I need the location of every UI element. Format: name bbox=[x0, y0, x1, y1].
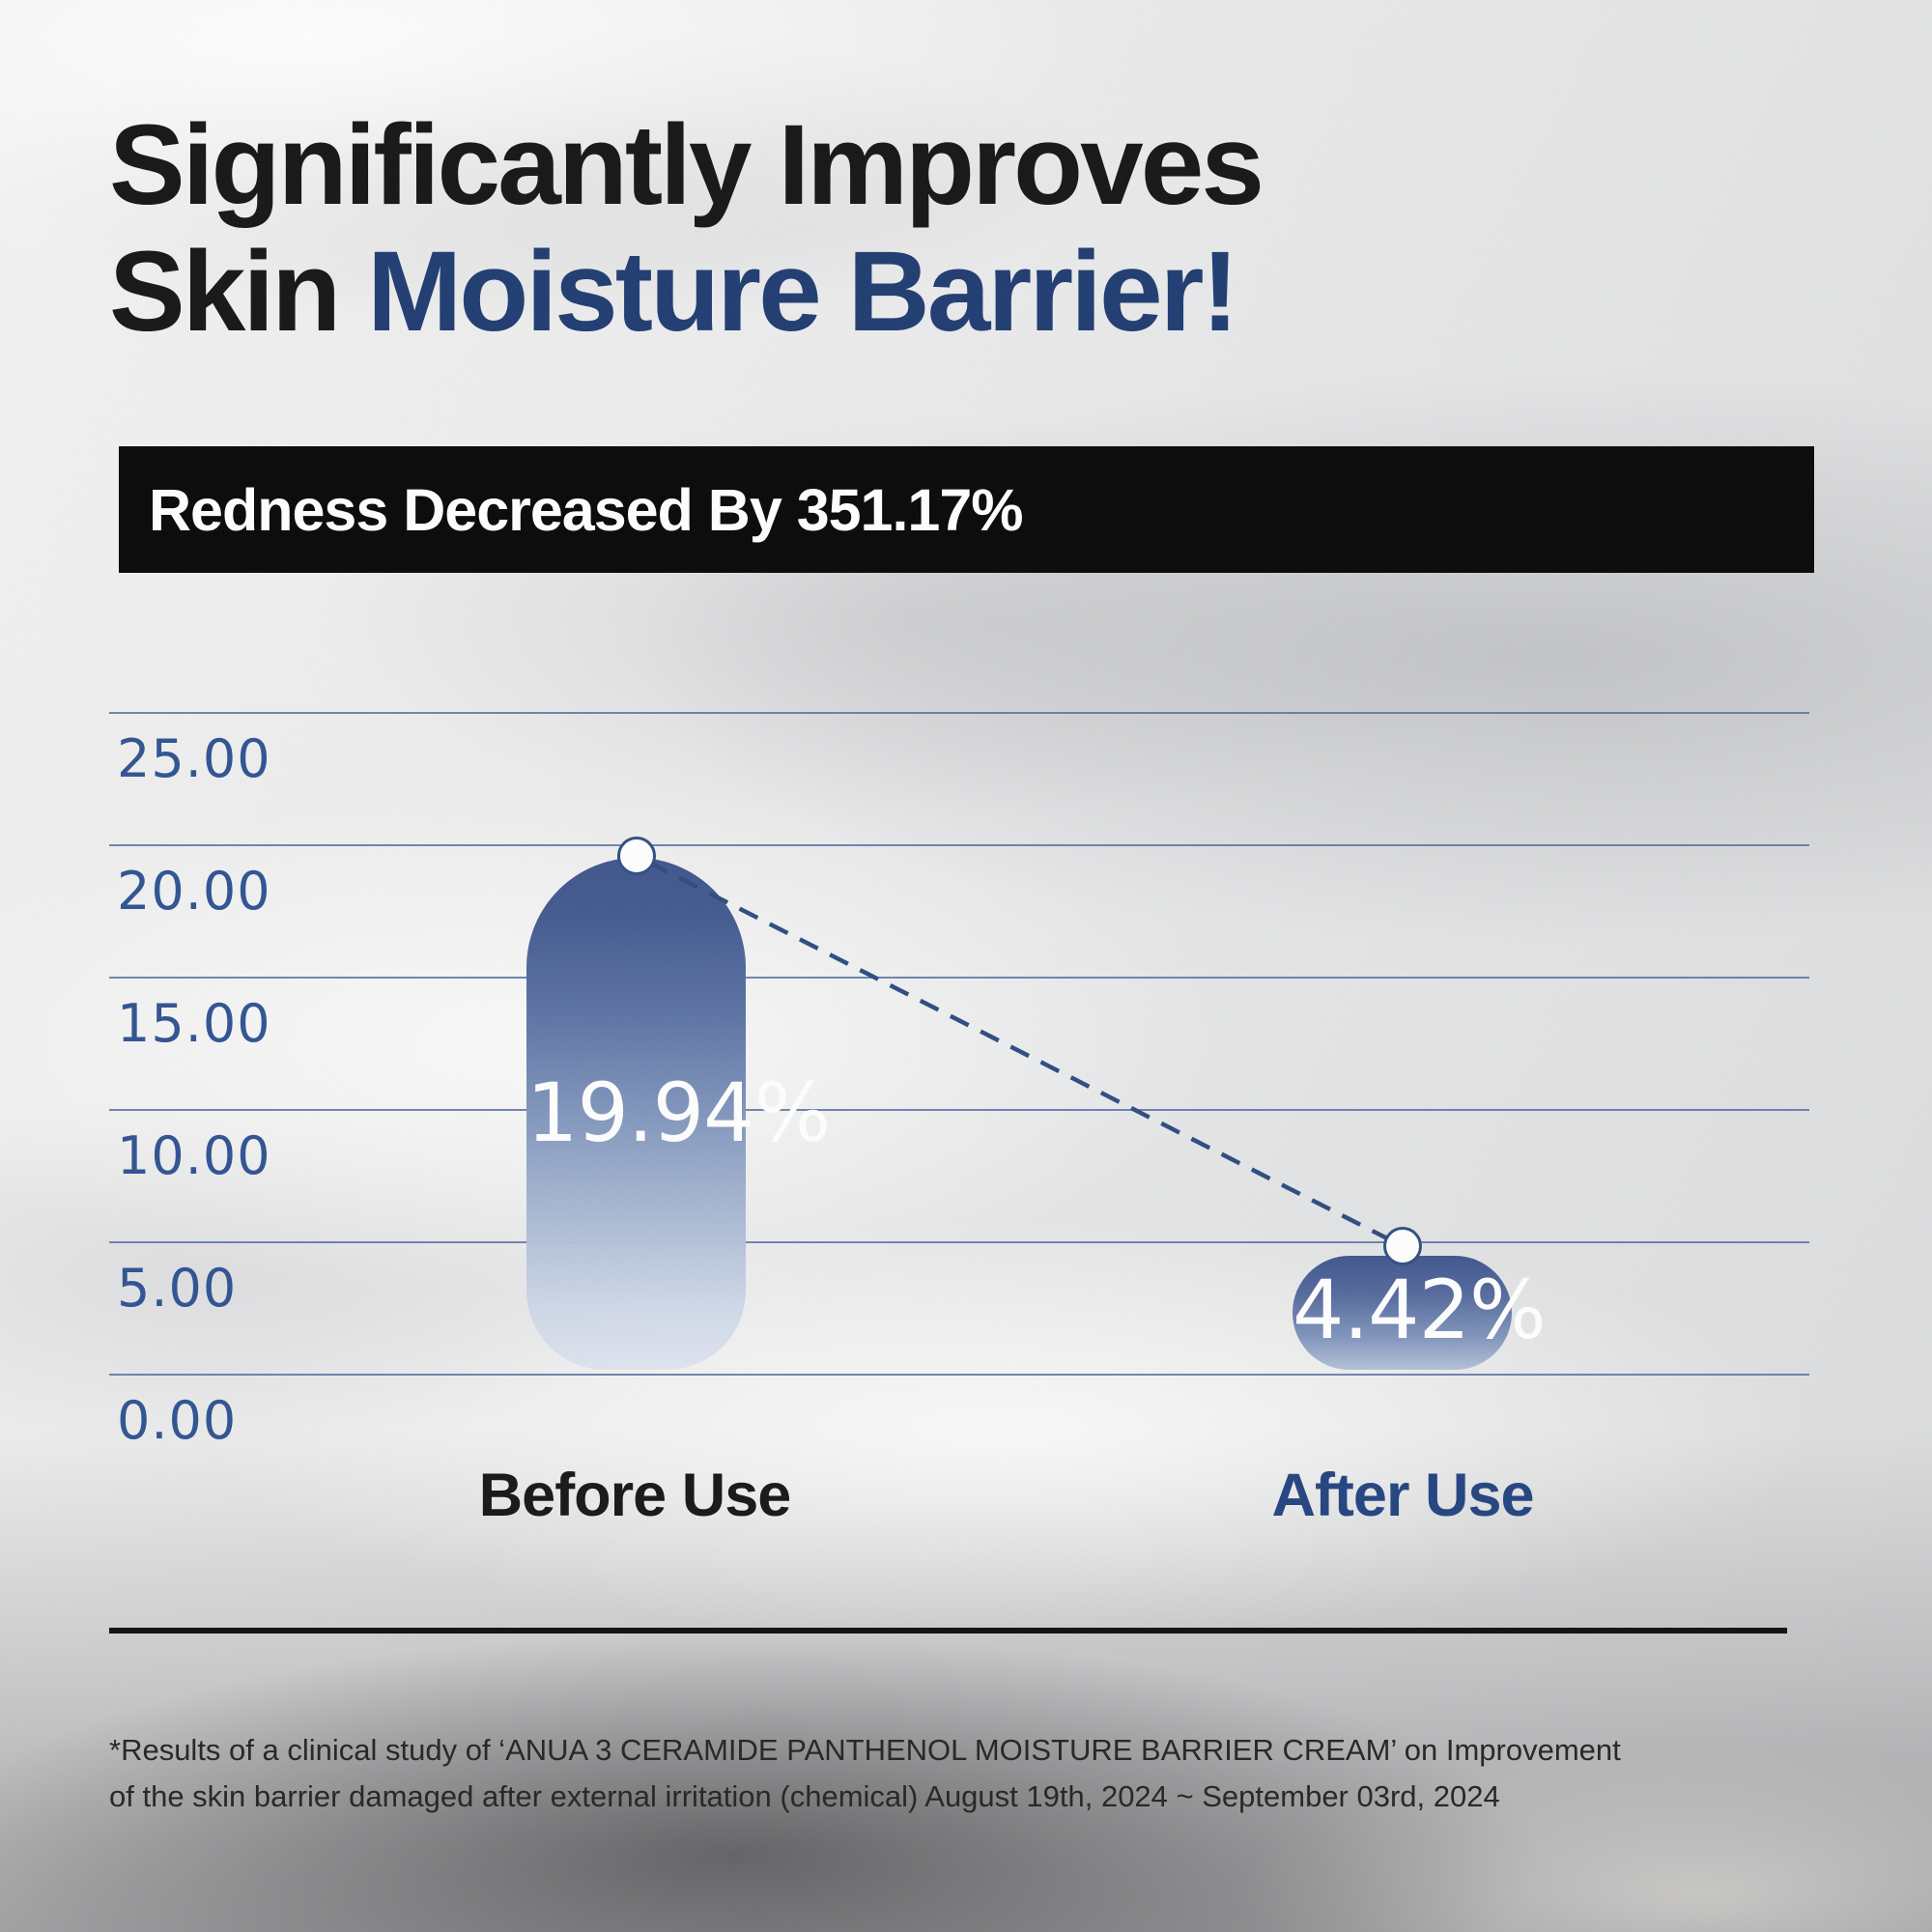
gridline-20 bbox=[109, 844, 1809, 846]
gridline-25 bbox=[109, 712, 1809, 714]
data-point-before-dot bbox=[617, 837, 656, 875]
data-point-after-dot bbox=[1383, 1227, 1422, 1265]
y-tick-label-5: 5.00 bbox=[117, 1258, 238, 1319]
title-line-2-highlight: Moisture Barrier! bbox=[366, 228, 1239, 355]
y-tick-label-20: 20.00 bbox=[117, 861, 271, 922]
y-tick-label-10: 10.00 bbox=[117, 1125, 271, 1186]
y-tick-label-25: 25.00 bbox=[117, 728, 271, 789]
footer-divider bbox=[109, 1628, 1787, 1634]
title-line-2-black: Skin bbox=[109, 228, 367, 355]
gridline-5 bbox=[109, 1241, 1809, 1243]
footnote: *Results of a clinical study of ‘ANUA 3 … bbox=[109, 1727, 1838, 1820]
value-label-before: 19.94% bbox=[526, 1065, 831, 1160]
footnote-line-1: *Results of a clinical study of ‘ANUA 3 … bbox=[109, 1733, 1621, 1767]
gridline-0 bbox=[109, 1374, 1809, 1376]
gridline-15 bbox=[109, 977, 1809, 979]
x-label-after-use: After Use bbox=[1271, 1462, 1534, 1529]
banner-text: Redness Decreased By 351.17% bbox=[149, 476, 1024, 543]
title-line-1: Significantly Improves bbox=[109, 101, 1264, 229]
y-tick-label-15: 15.00 bbox=[117, 993, 271, 1054]
headline-banner: Redness Decreased By 351.17% bbox=[119, 446, 1814, 573]
value-label-after: 4.42% bbox=[1293, 1263, 1547, 1357]
title-line-2: Skin Moisture Barrier! bbox=[109, 229, 1751, 355]
page-title: Significantly Improves Skin Moisture Bar… bbox=[109, 102, 1751, 355]
y-tick-label-0: 0.00 bbox=[117, 1390, 238, 1451]
gridline-10 bbox=[109, 1109, 1809, 1111]
x-label-before-use: Before Use bbox=[478, 1462, 792, 1529]
footnote-line-2: of the skin barrier damaged after extern… bbox=[109, 1779, 1500, 1813]
